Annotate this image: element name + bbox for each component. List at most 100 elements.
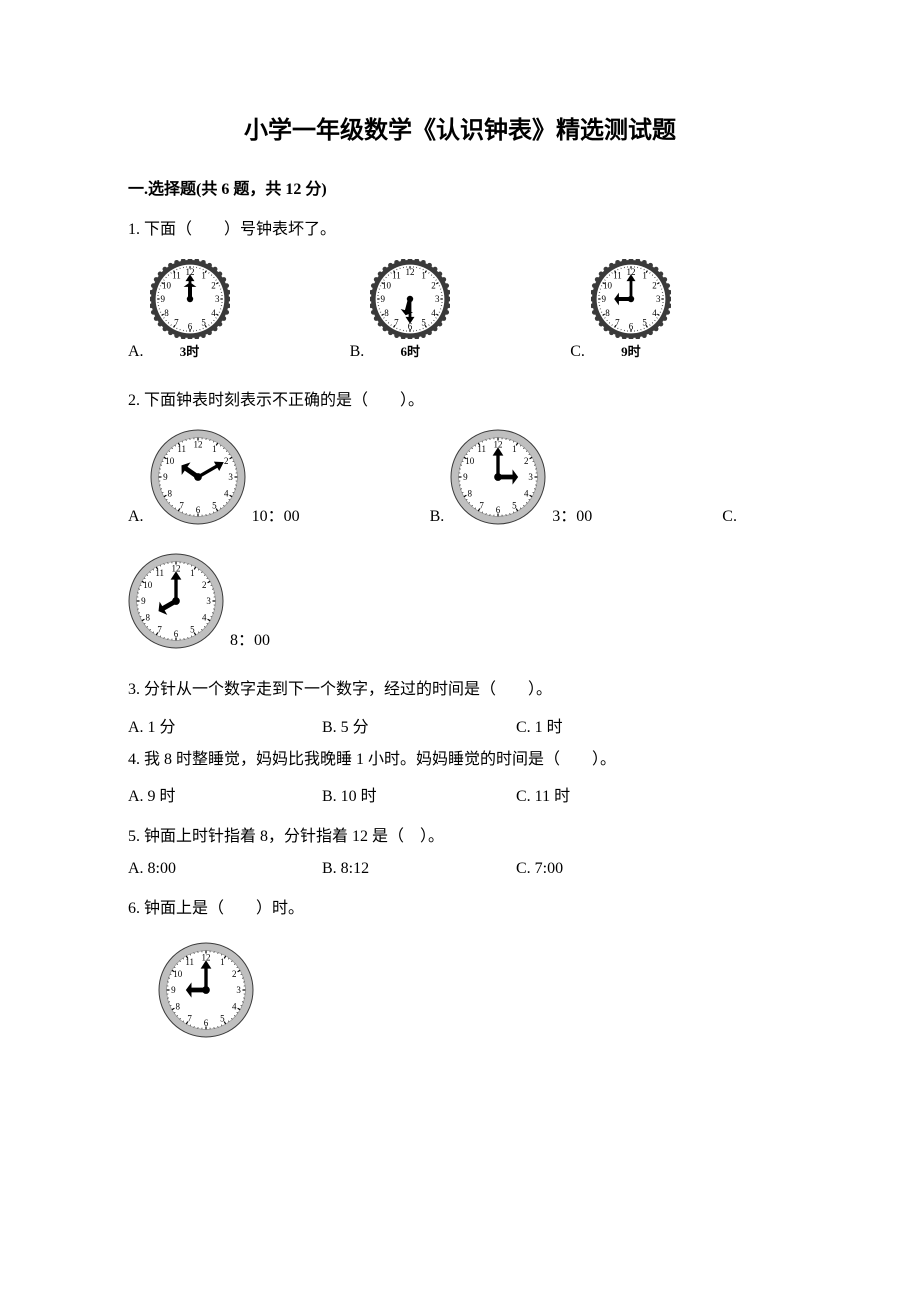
svg-text:6: 6 (204, 1017, 209, 1027)
q1-b-letter: B. (350, 344, 365, 360)
svg-text:4: 4 (652, 307, 657, 317)
svg-text:11: 11 (185, 956, 194, 966)
svg-text:3: 3 (206, 596, 211, 606)
svg-text:6: 6 (496, 505, 501, 515)
q2-options-row1: A. 123456789101112 10：00 B. 123456789101… (128, 429, 792, 525)
svg-text:3: 3 (236, 985, 241, 995)
svg-text:2: 2 (232, 968, 237, 978)
svg-text:8: 8 (468, 489, 473, 499)
q3-text: 3. 分针从一个数字走到下一个数字，经过的时间是（ ）。 (128, 677, 792, 703)
svg-text:11: 11 (155, 568, 164, 578)
q1-options: A. 123456789101112 3时 B. 123456789101112… (128, 259, 792, 360)
svg-text:2: 2 (432, 280, 437, 290)
q2-a-letter: A. (128, 509, 144, 525)
q2-b-letter: B. (430, 509, 445, 525)
q2-opt-a: A. 123456789101112 10：00 (128, 429, 300, 525)
q2-d-clock: 123456789101112 (128, 553, 224, 649)
svg-text:8: 8 (605, 307, 610, 317)
q2-d-after: 8：00 (230, 633, 270, 649)
svg-text:9: 9 (381, 294, 386, 304)
svg-text:6: 6 (174, 629, 179, 639)
q4-c: C. 11 时 (516, 782, 706, 806)
q6-text: 6. 钟面上是（ ）时。 (128, 896, 792, 922)
q2-c-letter: C. (722, 509, 737, 525)
svg-text:11: 11 (392, 270, 401, 280)
q3-b: B. 5 分 (322, 713, 512, 737)
q5-options: A. 8:00 B. 8:12 C. 7:00 (128, 860, 792, 878)
q2-opt-d: 123456789101112 8：00 (128, 553, 270, 649)
svg-text:3: 3 (228, 472, 233, 482)
svg-text:11: 11 (172, 270, 181, 280)
svg-text:2: 2 (524, 456, 529, 466)
svg-text:9: 9 (163, 472, 168, 482)
svg-text:2: 2 (211, 280, 216, 290)
svg-text:10: 10 (465, 456, 475, 466)
q1-text: 1. 下面（ ）号钟表坏了。 (128, 217, 792, 243)
svg-text:3: 3 (656, 294, 661, 304)
q3-c: C. 1 时 (516, 713, 706, 737)
q2-a-clock: 123456789101112 (150, 429, 246, 525)
q4-options: A. 9 时 B. 10 时 C. 11 时 (128, 782, 792, 806)
svg-text:9: 9 (171, 985, 176, 995)
svg-text:8: 8 (164, 307, 169, 317)
svg-text:1: 1 (512, 444, 517, 454)
svg-text:11: 11 (177, 444, 186, 454)
svg-text:3: 3 (215, 294, 220, 304)
svg-text:4: 4 (232, 1001, 237, 1011)
q1-opt-a: A. 123456789101112 3时 (128, 259, 230, 360)
q2-b-after: 3：00 (552, 509, 592, 525)
q5-b: B. 8:12 (322, 860, 512, 878)
svg-text:10: 10 (173, 968, 183, 978)
svg-text:10: 10 (162, 280, 172, 290)
q2-b-clock: 123456789101112 (450, 429, 546, 525)
q5-a: A. 8:00 (128, 860, 318, 878)
svg-text:10: 10 (603, 280, 613, 290)
q2-text: 2. 下面钟表时刻表示不正确的是（ ）。 (128, 388, 792, 414)
q5-c: C. 7:00 (516, 860, 706, 878)
q1-b-clock: 123456789101112 (370, 259, 450, 339)
svg-text:8: 8 (384, 307, 389, 317)
q1-c-clock: 123456789101112 (591, 259, 671, 339)
q1-opt-b: B. 123456789101112 6时 (350, 259, 451, 360)
q6-clock: 123456789101112 (158, 942, 792, 1038)
section-1-header: 一.选择题(共 6 题，共 12 分) (128, 175, 792, 199)
q1-opt-c: C. 123456789101112 9时 (570, 259, 671, 360)
svg-text:6: 6 (195, 505, 200, 515)
q2-options-row2: 123456789101112 8：00 (128, 553, 792, 649)
svg-text:9: 9 (601, 294, 606, 304)
page-title: 小学一年级数学《认识钟表》精选测试题 (128, 110, 792, 145)
svg-text:1: 1 (220, 956, 225, 966)
svg-text:11: 11 (478, 444, 487, 454)
q6-clock-wrap: 123456789101112 (158, 942, 792, 1038)
svg-text:4: 4 (224, 489, 229, 499)
q1-a-caption: 3时 (180, 341, 200, 360)
q4-b: B. 10 时 (322, 782, 512, 806)
q1-b-caption: 6时 (400, 341, 420, 360)
svg-text:4: 4 (432, 307, 437, 317)
svg-text:9: 9 (141, 596, 146, 606)
svg-text:2: 2 (224, 456, 229, 466)
q2-a-after: 10：00 (252, 509, 300, 525)
svg-text:2: 2 (202, 580, 207, 590)
svg-text:9: 9 (463, 472, 468, 482)
q4-a: A. 9 时 (128, 782, 318, 806)
svg-text:8: 8 (175, 1001, 180, 1011)
svg-text:4: 4 (211, 307, 216, 317)
q1-a-clock: 123456789101112 (150, 259, 230, 339)
q2-opt-b: B. 123456789101112 3：00 (430, 429, 593, 525)
q4-text: 4. 我 8 时整睡觉，妈妈比我晚睡 1 小时。妈妈睡觉的时间是（ ）。 (128, 747, 792, 773)
svg-text:4: 4 (524, 489, 529, 499)
q1-a-letter: A. (128, 344, 144, 360)
svg-text:10: 10 (382, 280, 392, 290)
q3-options: A. 1 分 B. 5 分 C. 1 时 (128, 713, 792, 737)
svg-text:8: 8 (145, 613, 150, 623)
svg-text:2: 2 (652, 280, 657, 290)
svg-text:12: 12 (193, 440, 202, 450)
q1-c-caption: 9时 (621, 341, 641, 360)
svg-text:1: 1 (212, 444, 217, 454)
q5-text: 5. 钟面上时针指着 8，分针指着 12 是（ ）。 (128, 824, 792, 850)
q2-opt-c: C. (722, 509, 743, 525)
svg-text:9: 9 (160, 294, 165, 304)
q1-c-letter: C. (570, 344, 585, 360)
svg-text:10: 10 (143, 580, 153, 590)
